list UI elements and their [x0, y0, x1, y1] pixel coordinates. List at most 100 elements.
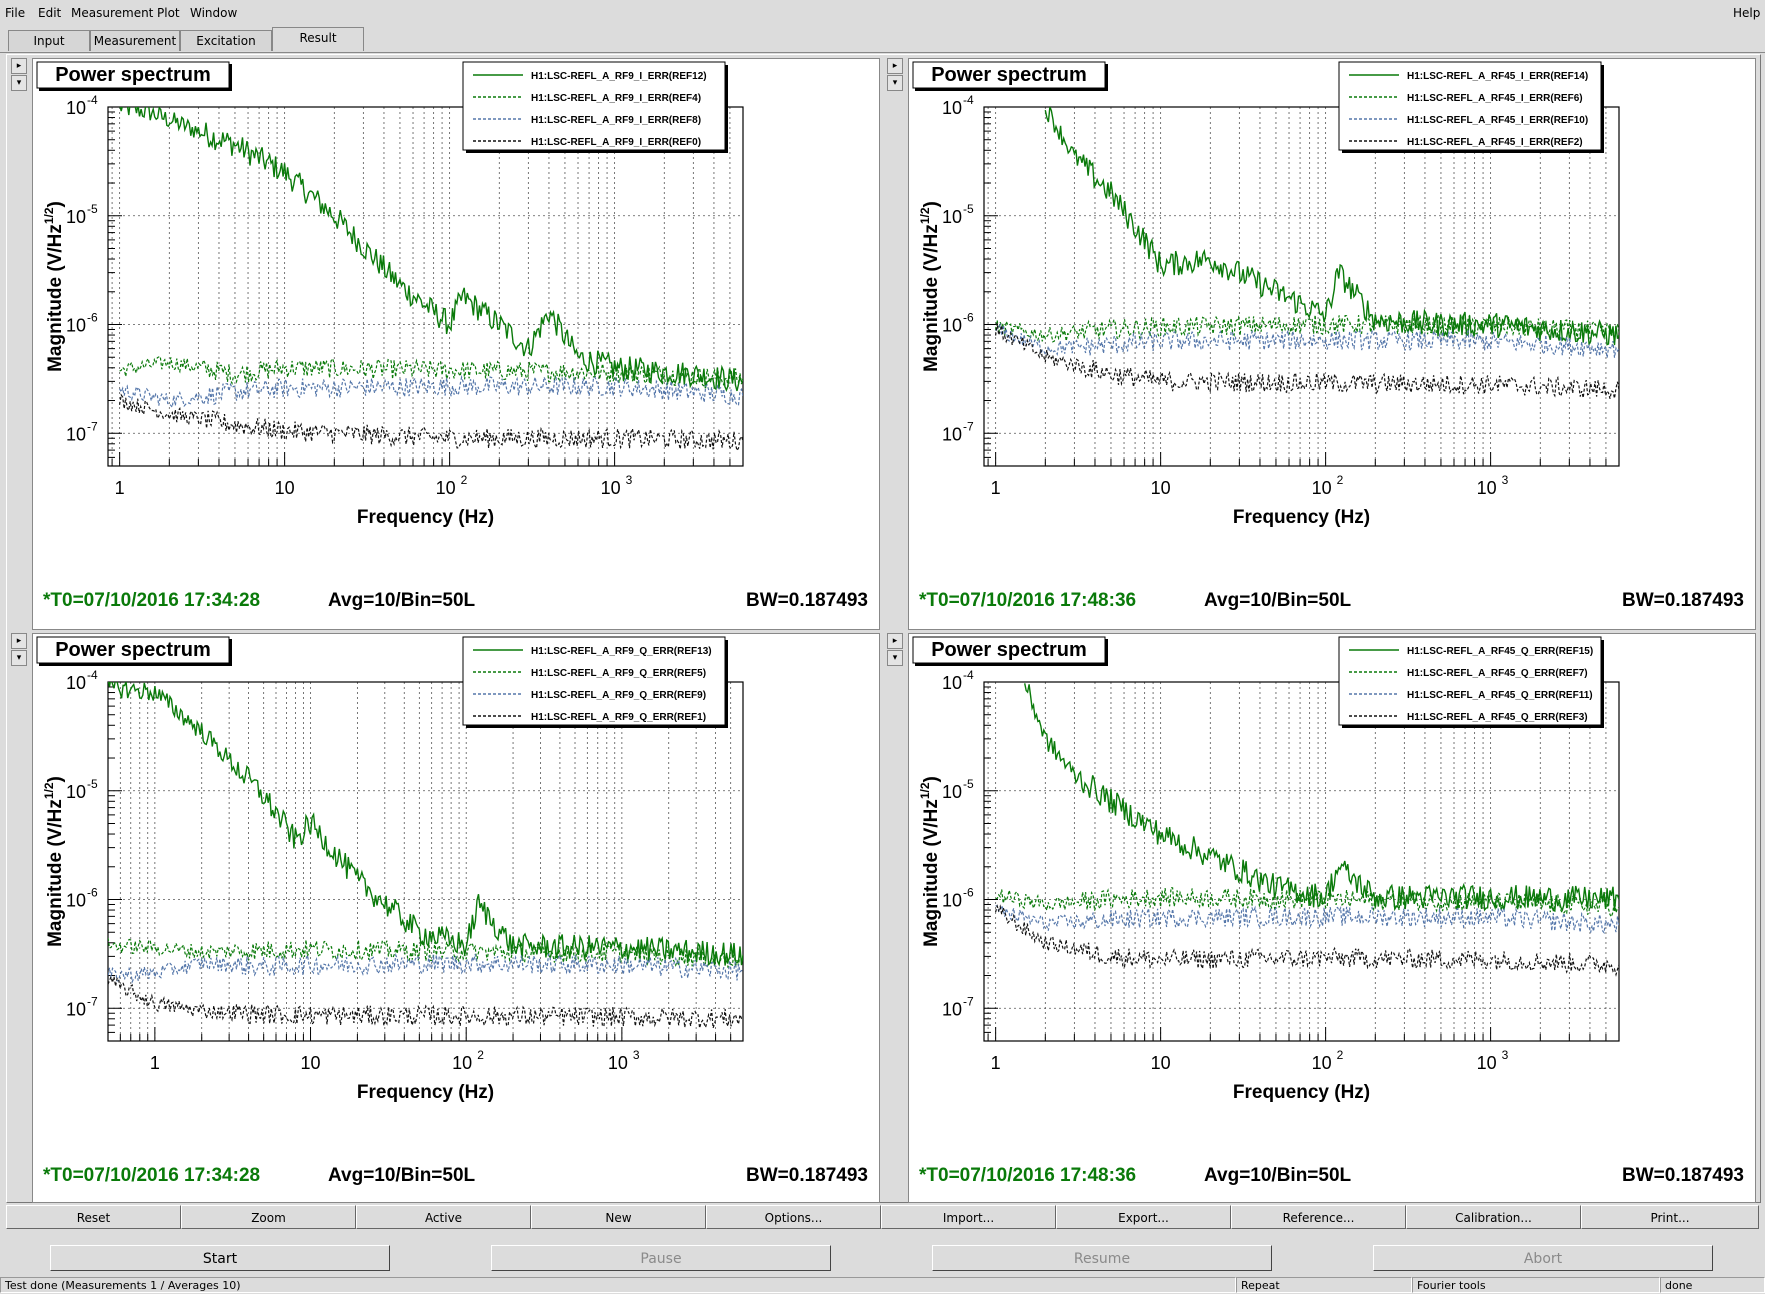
y-tick-label: 10: [66, 999, 86, 1019]
x-tick-label: 1: [991, 478, 1001, 498]
x-tick-exponent: 3: [1502, 1048, 1509, 1062]
spin-down-icon[interactable]: ▾: [11, 650, 27, 666]
menu-window[interactable]: Window: [190, 6, 238, 20]
plot-frame: [107, 106, 744, 467]
abort-button[interactable]: Abort: [1373, 1245, 1713, 1271]
y-tick-label: 10: [942, 891, 962, 911]
menu-file[interactable]: File: [5, 6, 26, 20]
menu-help[interactable]: Help: [1733, 6, 1761, 20]
plot-toolbar: Reset Zoom Active New Options... Import.…: [6, 1205, 1759, 1231]
y-tick-exponent: -4: [963, 668, 974, 682]
spin-up-icon[interactable]: ▸: [887, 633, 903, 649]
legend-entry: H1:LSC-REFL_A_RF9_I_ERR(REF8): [531, 115, 701, 126]
title-shadow: [1105, 64, 1108, 90]
x-tick-label: 10: [275, 478, 295, 498]
spin-down-icon[interactable]: ▾: [887, 650, 903, 666]
options-button[interactable]: Options...: [706, 1205, 881, 1229]
y-axis-label: Magnitude (V/Hz1/2): [918, 201, 942, 372]
x-tick-exponent: 2: [1337, 1048, 1344, 1062]
zoom-button[interactable]: Zoom: [181, 1205, 356, 1229]
plot-pad-2[interactable]: Power spectrum 1 10 10 2 10 3 10 -4 10 -5 10 -6 10 -7 F…: [908, 58, 1756, 630]
tab-measurement[interactable]: Measurement: [90, 30, 180, 51]
active-button[interactable]: Active: [356, 1205, 531, 1229]
title-shadow: [1105, 639, 1108, 665]
series-line-4: [108, 974, 743, 1030]
new-button[interactable]: New: [531, 1205, 706, 1229]
x-axis-label: Frequency (Hz): [1233, 507, 1370, 528]
spin-down-icon[interactable]: ▾: [11, 75, 27, 91]
y-tick-exponent: -7: [963, 994, 974, 1008]
x-tick-label: 10: [436, 478, 456, 498]
y-tick-exponent: -7: [963, 419, 974, 433]
status-tools: Fourier tools: [1412, 1277, 1660, 1293]
title-shadow: [39, 88, 232, 91]
plot-pad-4[interactable]: Power spectrum 1 10 10 2 10 3 10 -4 10 -5 10 -6 10 -7 F…: [908, 633, 1756, 1203]
spin-up-icon[interactable]: ▸: [11, 633, 27, 649]
title-box: [36, 636, 230, 664]
print-button[interactable]: Print...: [1581, 1205, 1759, 1229]
import-button[interactable]: Import...: [881, 1205, 1056, 1229]
y-tick-exponent: -7: [87, 419, 98, 433]
bw-label: BW=0.187493: [1622, 590, 1744, 611]
x-tick-label: 1: [115, 478, 125, 498]
export-button[interactable]: Export...: [1056, 1205, 1231, 1229]
y-tick-exponent: -6: [87, 886, 98, 900]
y-tick-label: 10: [66, 98, 86, 118]
series-line-2: [119, 355, 743, 387]
calibration-button[interactable]: Calibration...: [1406, 1205, 1581, 1229]
resume-button[interactable]: Resume: [932, 1245, 1272, 1271]
t0-label: *T0=07/10/2016 17:34:28: [43, 590, 260, 611]
legend-entry: H1:LSC-REFL_A_RF45_I_ERR(REF10): [1407, 115, 1588, 126]
start-button[interactable]: Start: [50, 1245, 390, 1271]
pause-button[interactable]: Pause: [491, 1245, 831, 1271]
tab-result[interactable]: Result: [272, 27, 364, 51]
pad-spinner-2[interactable]: ▸ ▾: [887, 58, 903, 91]
status-main: Test done (Measurements 1 / Averages 10): [0, 1277, 1236, 1293]
spin-down-icon[interactable]: ▾: [887, 75, 903, 91]
spin-up-icon[interactable]: ▸: [11, 58, 27, 74]
menu-measurement[interactable]: Measurement: [71, 6, 154, 20]
x-tick-label: 1: [991, 1053, 1001, 1073]
avg-label: Avg=10/Bin=50L: [328, 1165, 476, 1186]
pad-spinner-1[interactable]: ▸ ▾: [11, 58, 27, 91]
series-line-4: [119, 393, 743, 453]
x-tick-exponent: 2: [461, 473, 468, 487]
tab-excitation[interactable]: Excitation: [180, 30, 272, 51]
legend-entry: H1:LSC-REFL_A_RF45_Q_ERR(REF7): [1407, 668, 1588, 679]
y-tick-label: 10: [942, 207, 962, 227]
x-tick-exponent: 3: [633, 1048, 640, 1062]
series-line-3: [995, 322, 1619, 358]
tab-bar: Input Measurement Excitation Result: [0, 26, 1765, 53]
plot-pad-1[interactable]: Power spectrum 1 10 10 2 10 3 10 -4 10 -5 10 -6 10 -7 F…: [32, 58, 880, 630]
legend-entry: H1:LSC-REFL_A_RF9_Q_ERR(REF9): [531, 690, 706, 701]
avg-label: Avg=10/Bin=50L: [1204, 1165, 1352, 1186]
x-tick-exponent: 3: [626, 473, 633, 487]
result-panel: [6, 54, 1761, 1203]
series-line-1: [119, 107, 743, 392]
menu-edit[interactable]: Edit: [38, 6, 62, 20]
reference-button[interactable]: Reference...: [1231, 1205, 1406, 1229]
legend-entry: H1:LSC-REFL_A_RF9_Q_ERR(REF5): [531, 668, 706, 679]
t0-label: *T0=07/10/2016 17:48:36: [919, 590, 1136, 611]
y-tick-exponent: -5: [87, 202, 98, 216]
spin-up-icon[interactable]: ▸: [887, 58, 903, 74]
y-tick-exponent: -6: [963, 886, 974, 900]
grid: [984, 106, 1620, 467]
series-line-1: [108, 682, 743, 967]
series-line-3: [995, 903, 1619, 935]
pad-spinner-4[interactable]: ▸ ▾: [887, 633, 903, 666]
legend-entry: H1:LSC-REFL_A_RF45_I_ERR(REF14): [1407, 71, 1588, 82]
menu-plot[interactable]: Plot: [157, 6, 180, 20]
legend-entry: H1:LSC-REFL_A_RF45_I_ERR(REF2): [1407, 137, 1583, 148]
tab-input[interactable]: Input: [8, 30, 90, 51]
pad-spinner-3[interactable]: ▸ ▾: [11, 633, 27, 666]
plot-pad-3[interactable]: Power spectrum 1 10 10 2 10 3 10 -4 10 -5 10 -6 10 -7 F…: [32, 633, 880, 1203]
y-tick-exponent: -5: [963, 777, 974, 791]
plot-title: Power spectrum: [931, 639, 1087, 661]
reset-button[interactable]: Reset: [6, 1205, 181, 1229]
y-tick-label: 10: [942, 98, 962, 118]
